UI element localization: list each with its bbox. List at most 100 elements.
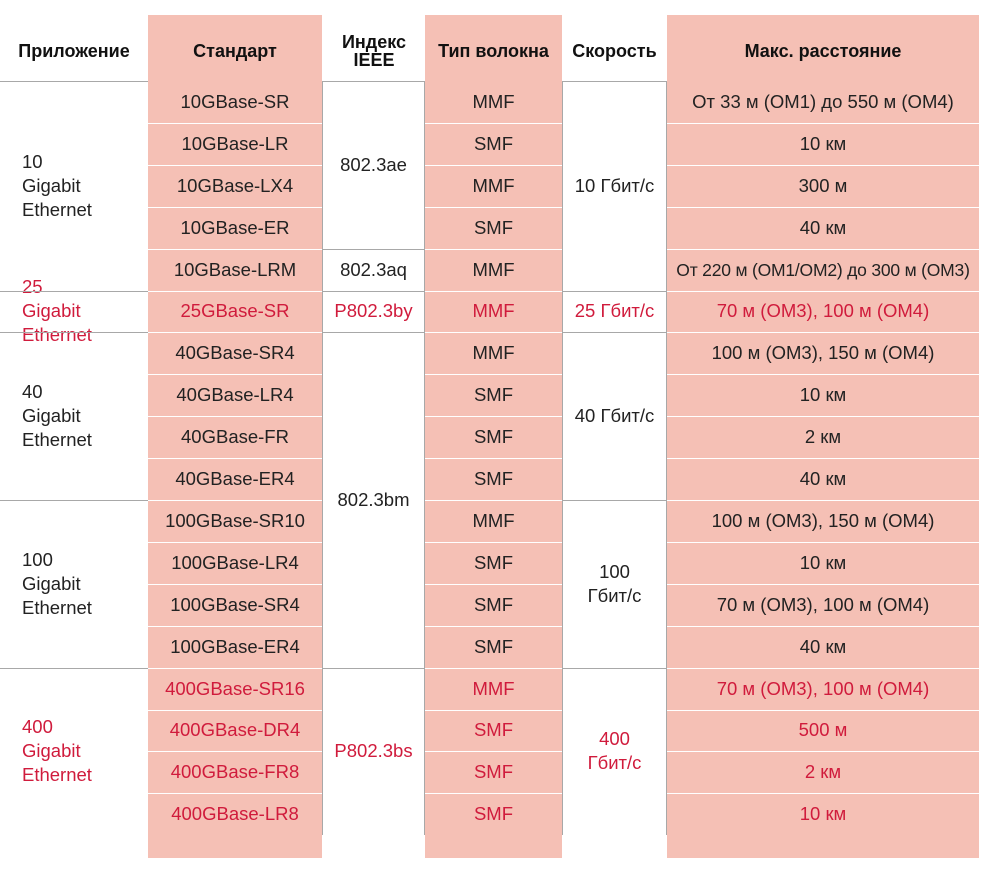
speed-cell: 400 Гбит/с bbox=[587, 728, 642, 774]
row-divider bbox=[425, 793, 562, 794]
row-divider bbox=[148, 542, 322, 543]
standard-cell: 400GBase-LR8 bbox=[171, 803, 299, 825]
fiber-cell: SMF bbox=[473, 468, 514, 490]
distance-cell: 70 м (OM3), 100 м (OM4) bbox=[716, 677, 930, 699]
row-divider bbox=[425, 500, 562, 501]
standard-cell: 40GBase-ER4 bbox=[175, 468, 295, 490]
standard-cell: 400GBase-DR4 bbox=[169, 719, 301, 741]
standard-cell: 100GBase-SR4 bbox=[170, 593, 300, 615]
speed-cell: 100 Гбит/с bbox=[587, 560, 642, 606]
row-divider bbox=[425, 416, 562, 417]
row-divider bbox=[148, 165, 322, 166]
distance-cell: 2 км bbox=[804, 761, 842, 783]
fiber-cell: SMF bbox=[473, 761, 514, 783]
column-edge bbox=[562, 81, 563, 836]
standard-cell: 40GBase-FR bbox=[181, 426, 289, 448]
distance-cell: 100 м (OM3), 150 м (OM4) bbox=[711, 342, 935, 364]
fiber-cell: MMF bbox=[472, 258, 515, 280]
speed-cell: 40 Гбит/с bbox=[574, 405, 655, 427]
fiber-cell: MMF bbox=[472, 90, 515, 112]
row-divider bbox=[148, 123, 322, 124]
row-divider bbox=[148, 626, 322, 627]
row-divider bbox=[425, 710, 562, 711]
row-divider bbox=[667, 458, 979, 459]
standard-cell: 400GBase-FR8 bbox=[170, 761, 300, 783]
row-divider bbox=[425, 584, 562, 585]
ieee-divider bbox=[322, 291, 425, 292]
standard-cell: 10GBase-LRM bbox=[173, 258, 297, 280]
distance-cell: 10 км bbox=[799, 551, 847, 573]
fiber-cell: MMF bbox=[472, 509, 515, 531]
standard-cell: 400GBase-SR16 bbox=[165, 677, 305, 699]
row-divider bbox=[148, 207, 322, 208]
row-divider bbox=[148, 249, 322, 250]
distance-column-bg bbox=[667, 15, 979, 858]
group-divider bbox=[0, 332, 148, 333]
fiber-cell: MMF bbox=[472, 677, 515, 699]
row-divider bbox=[425, 332, 562, 333]
row-divider bbox=[148, 291, 322, 292]
distance-cell: От 33 м (OM1) до 550 м (OM4) bbox=[692, 90, 954, 112]
row-divider bbox=[667, 626, 979, 627]
standard-cell: 40GBase-LR4 bbox=[176, 384, 294, 406]
distance-cell: 10 км bbox=[799, 803, 847, 825]
group-divider bbox=[0, 81, 148, 82]
standard-column-bg bbox=[148, 15, 322, 858]
row-divider bbox=[148, 332, 322, 333]
fiber-cell: SMF bbox=[473, 132, 514, 154]
application-cell: 100 Gigabit Ethernet bbox=[22, 548, 92, 618]
header-application: Приложение bbox=[18, 41, 130, 61]
standard-cell: 100GBase-ER4 bbox=[170, 635, 300, 657]
row-divider bbox=[667, 374, 979, 375]
group-divider bbox=[562, 668, 667, 669]
row-divider bbox=[425, 249, 562, 250]
group-divider bbox=[562, 332, 667, 333]
ieee-divider bbox=[322, 668, 425, 669]
group-divider bbox=[562, 291, 667, 292]
row-divider bbox=[667, 249, 979, 250]
ieee-divider bbox=[322, 81, 425, 82]
distance-cell: 500 м bbox=[798, 719, 848, 741]
fiber-cell: SMF bbox=[473, 635, 514, 657]
row-divider bbox=[148, 416, 322, 417]
row-divider bbox=[425, 751, 562, 752]
application-cell: 400 Gigabit Ethernet bbox=[22, 716, 92, 786]
distance-cell: 70 м (OM3), 100 м (OM4) bbox=[716, 593, 930, 615]
application-cell: 25 Gigabit Ethernet bbox=[22, 276, 92, 346]
header-standard: Стандарт bbox=[193, 41, 277, 61]
speed-cell: 10 Гбит/с bbox=[574, 174, 655, 196]
header-ieee: Индекс IEEE bbox=[341, 32, 407, 70]
speed-cell: 25 Гбит/с bbox=[574, 300, 655, 322]
ieee-divider bbox=[322, 249, 425, 250]
standard-cell: 100GBase-SR10 bbox=[165, 509, 305, 531]
fiber-cell: SMF bbox=[473, 803, 514, 825]
row-divider bbox=[148, 584, 322, 585]
row-divider bbox=[667, 123, 979, 124]
distance-cell: 40 км bbox=[799, 468, 847, 490]
row-divider bbox=[148, 458, 322, 459]
ieee-divider bbox=[322, 332, 425, 333]
ieee-cell: 802.3ae bbox=[340, 153, 407, 175]
row-divider bbox=[667, 710, 979, 711]
fiber-cell: SMF bbox=[473, 426, 514, 448]
row-divider bbox=[425, 542, 562, 543]
row-divider bbox=[148, 500, 322, 501]
fiber-cell: SMF bbox=[473, 384, 514, 406]
distance-cell: 2 км bbox=[804, 426, 842, 448]
distance-cell: 100 м (OM3), 150 м (OM4) bbox=[711, 509, 935, 531]
group-divider bbox=[562, 500, 667, 501]
standard-cell: 10GBase-LX4 bbox=[176, 174, 294, 196]
row-divider bbox=[667, 584, 979, 585]
standard-cell: 100GBase-LR4 bbox=[171, 551, 299, 573]
distance-cell: От 220 м (OM1/OM2) до 300 м (OM3) bbox=[676, 259, 970, 280]
row-divider bbox=[667, 668, 979, 669]
standard-cell: 10GBase-LR bbox=[181, 132, 289, 154]
distance-cell: 70 м (OM3), 100 м (OM4) bbox=[716, 300, 930, 322]
row-divider bbox=[425, 668, 562, 669]
row-divider bbox=[148, 668, 322, 669]
row-divider bbox=[667, 416, 979, 417]
row-divider bbox=[425, 626, 562, 627]
row-divider bbox=[148, 710, 322, 711]
row-divider bbox=[425, 123, 562, 124]
ieee-cell: 802.3aq bbox=[340, 258, 407, 280]
